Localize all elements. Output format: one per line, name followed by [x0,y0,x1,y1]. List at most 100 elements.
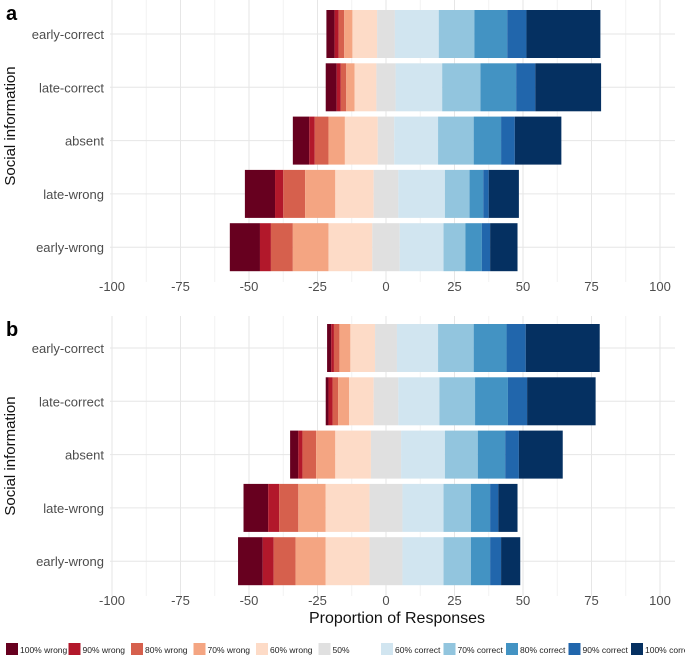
bar-segment-late-wrong-90-correct [483,169,489,218]
bar-segment-late-wrong-80-wrong [283,169,306,218]
bar-segment-late-correct-50 [376,63,396,112]
bar-segment-early-correct-70-correct [438,324,474,372]
category-label: early-correct [32,341,105,356]
bar-segment-late-wrong-80-correct [470,483,491,532]
bar-segment-early-correct-100-correct [525,324,600,372]
bar-segment-absent-100-correct [514,116,562,165]
category-label: absent [65,134,104,149]
bar-segment-early-correct-80-wrong [333,324,340,372]
bar-segment-early-wrong-100-correct [501,537,521,586]
category-label: absent [65,448,104,463]
bar-segment-late-wrong-70-wrong [298,483,326,532]
bar-segment-early-wrong-80-correct [470,537,491,586]
bar-segment-late-correct-90-wrong [328,377,333,426]
bar-segment-late-correct-70-wrong [346,63,355,112]
bar-segment-late-wrong-80-wrong [279,483,299,532]
legend-label: 80% correct [520,645,566,655]
x-tick-label: 50 [516,593,530,608]
bar-segment-late-correct-100-correct [527,377,596,426]
bar-segment-early-wrong-60-correct [402,537,444,586]
bar-segment-late-wrong-90-wrong [268,483,280,532]
bar-segment-late-wrong-60-wrong [325,483,370,532]
bar-segment-early-correct-100-wrong [326,10,335,58]
bar-segment-early-correct-100-correct [526,10,601,58]
legend-label: 100% correct [645,645,685,655]
bar-segment-absent-60-wrong [335,430,371,479]
bar-segment-absent-50 [370,430,402,479]
bar-segment-early-wrong-50 [369,537,403,586]
bar-segment-late-correct-100-wrong [325,63,337,112]
bar-segment-early-wrong-60-wrong [328,223,373,272]
x-tick-label: 25 [447,279,461,294]
panel-b-ylabel: Social information [2,396,19,515]
bar-segment-late-wrong-100-wrong [244,169,276,218]
bar-segment-early-correct-50 [375,324,397,372]
bar-segment-late-correct-60-wrong [349,377,374,426]
bar-segment-absent-60-wrong [344,116,378,165]
bar-segment-early-wrong-50 [372,223,400,272]
legend-swatch [318,643,331,655]
bar-segment-late-correct-80-wrong [332,377,339,426]
bar-segment-late-correct-60-correct [398,377,440,426]
bar-segment-early-wrong-100-wrong [238,537,263,586]
bar-segment-late-correct-90-correct [507,377,528,426]
bar-segment-early-correct-60-correct [396,324,439,372]
bar-segment-late-wrong-90-wrong [275,169,284,218]
bar-segment-late-correct-100-correct [535,63,602,112]
bar-segment-late-wrong-100-wrong [243,483,269,532]
bar-segment-absent-70-wrong [328,116,345,165]
x-tick-label: 100 [649,279,671,294]
bar-segment-early-wrong-60-correct [399,223,444,272]
bar-segment-early-correct-90-wrong [334,10,339,58]
bar-segment-early-correct-60-wrong [350,324,376,372]
legend-label: 80% wrong [145,645,188,655]
bar-segment-absent-100-correct [518,430,563,479]
bar-segment-early-wrong-90-correct [490,537,502,586]
legend-label: 60% correct [395,645,441,655]
legend-swatch [193,643,206,655]
bar-segment-early-correct-90-correct [506,324,526,372]
x-tick-label: -50 [240,593,259,608]
bar-segment-absent-100-wrong [290,430,299,479]
bar-segment-late-correct-60-correct [395,63,443,112]
bar-segment-early-wrong-70-correct [443,223,466,272]
legend-swatch [381,643,393,655]
legend-label: 70% wrong [208,645,251,655]
legend-swatch [443,643,456,655]
bar-segment-early-wrong-80-wrong [270,223,293,272]
bar-segment-early-correct-60-wrong [352,10,378,58]
bar-segment-absent-70-wrong [316,430,336,479]
bar-segment-late-correct-70-wrong [338,377,350,426]
legend-swatch [6,643,18,655]
bar-segment-early-correct-70-wrong [344,10,353,58]
legend-label: 70% correct [458,645,504,655]
legend-swatch [506,643,518,655]
bar-segment-absent-90-correct [505,430,519,479]
category-label: early-wrong [36,240,104,255]
bar-segment-late-correct-60-wrong [354,63,377,112]
bar-segment-early-correct-90-correct [507,10,527,58]
bar-segment-absent-80-wrong [302,430,317,479]
x-axis-title: Proportion of Responses [309,610,485,627]
panel-a-ylabel: Social information [2,66,19,185]
bar-segment-early-correct-100-wrong [327,324,332,372]
x-tick-label: -100 [99,279,125,294]
bar-segment-absent-80-correct [477,430,506,479]
panel-letter-a: a [6,3,18,25]
bar-segment-late-wrong-60-correct [402,483,444,532]
panel-letter-b: b [6,319,18,341]
bar-segment-absent-80-correct [473,116,502,165]
bar-segment-absent-70-correct [438,116,474,165]
bar-segment-late-correct-80-correct [480,63,517,112]
x-tick-label: -100 [99,593,125,608]
bar-segment-early-correct-90-wrong [331,324,334,372]
legend-swatch [631,643,643,655]
bar-segment-absent-100-wrong [292,116,310,165]
bar-segment-early-wrong-100-correct [490,223,518,272]
bar-segment-early-correct-80-correct [473,324,507,372]
bar-segment-late-wrong-70-correct [443,483,471,532]
bar-segment-early-correct-50 [377,10,395,58]
category-label: late-wrong [43,187,104,202]
legend-swatch [68,643,81,655]
